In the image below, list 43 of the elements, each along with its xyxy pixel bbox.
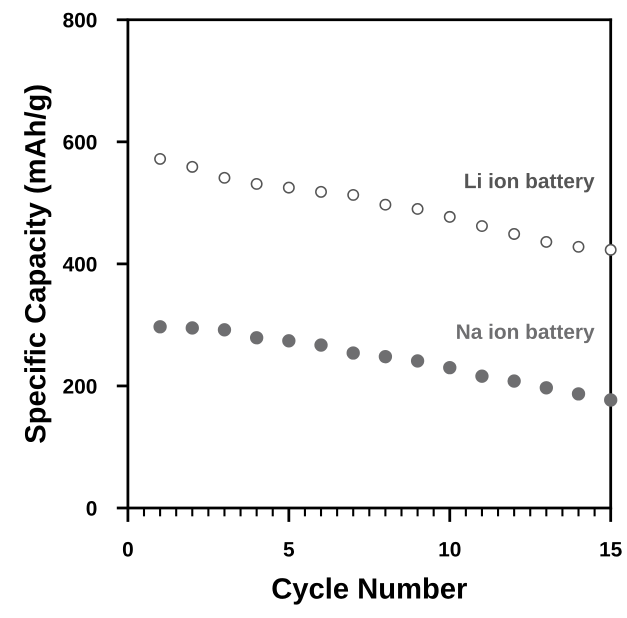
point: [346, 346, 360, 360]
point: [347, 188, 360, 201]
point: [412, 202, 424, 215]
point: [282, 182, 295, 194]
point: [186, 321, 199, 335]
point: [572, 240, 584, 253]
x-tick-label: 0: [122, 542, 133, 557]
point: [314, 338, 328, 352]
point: [540, 236, 552, 248]
y-tick-label: 600: [63, 134, 96, 150]
point: [379, 198, 392, 211]
point: [604, 244, 617, 256]
series-label: Na ion battery: [457, 324, 595, 344]
point: [410, 354, 424, 368]
y-tick-label: 0: [86, 500, 96, 516]
point: [475, 370, 489, 383]
point: [604, 393, 618, 407]
point: [443, 360, 456, 374]
x-tick-label: 5: [284, 542, 294, 557]
point: [378, 350, 392, 364]
series-label: Li ion battery: [465, 173, 595, 192]
point: [186, 160, 198, 173]
point: [508, 228, 520, 240]
point: [476, 220, 488, 232]
x-tick-label: 10: [439, 542, 460, 557]
point: [507, 374, 521, 388]
point: [218, 172, 230, 184]
point: [250, 331, 264, 344]
y-tick-label: 800: [63, 12, 96, 28]
y-tick-label: 400: [62, 256, 96, 272]
y-tick-label: 200: [63, 378, 96, 394]
y-axis-title: Specific Capacity (mAh/g): [24, 85, 52, 443]
point: [153, 320, 167, 334]
point: [315, 186, 327, 198]
point: [154, 152, 166, 165]
point: [218, 323, 232, 336]
point: [250, 178, 263, 190]
point: [572, 387, 586, 401]
point: [540, 381, 553, 394]
x-axis-title: Cycle Number: [272, 577, 467, 605]
point: [282, 334, 296, 348]
x-tick-label: 15: [600, 542, 622, 557]
point: [444, 210, 456, 223]
